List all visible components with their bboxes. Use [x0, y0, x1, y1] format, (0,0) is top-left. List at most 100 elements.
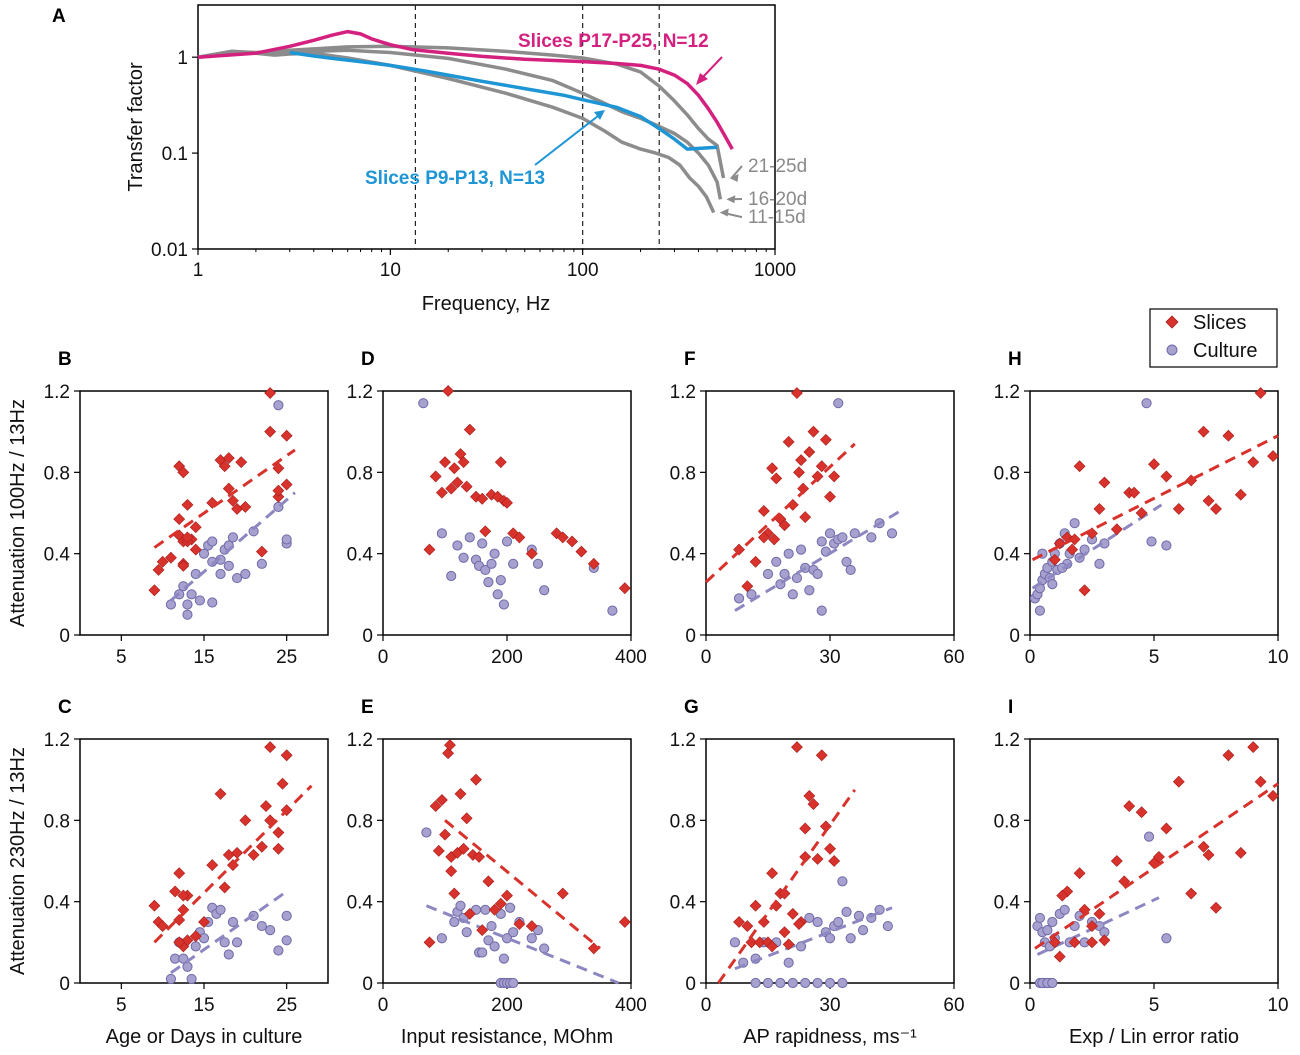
slices-point [824, 842, 836, 855]
culture-trendline [425, 904, 620, 985]
panel-letter: F [684, 349, 696, 370]
slices-point [766, 462, 779, 475]
slices-point [423, 936, 436, 949]
panel-a-age-label: 11-15d [748, 207, 806, 228]
slices-point [222, 848, 235, 861]
xtick-label: 5 [1149, 995, 1160, 1016]
slices-point [1073, 867, 1086, 880]
culture-point [795, 941, 807, 952]
slices-point [745, 936, 758, 949]
ylabel: Attenuation 230Hz / 13Hz [7, 747, 29, 975]
slices-point [741, 580, 754, 593]
culture-point [750, 977, 761, 989]
slices-point [276, 777, 289, 790]
slices-point [1086, 936, 1098, 949]
panel-c: C 0 0.4 0.8 1.2 5 15 25 Age or Days in culture At… [7, 697, 329, 1048]
slices-point [749, 555, 762, 568]
ytick-label: 1.2 [44, 382, 70, 403]
culture-point [508, 977, 519, 989]
culture-point [498, 953, 509, 964]
slices-point [457, 456, 470, 469]
culture-point [812, 916, 823, 928]
slices-point [778, 519, 791, 532]
panel-a-series-line [289, 50, 718, 151]
xtick-label: 5 [1149, 647, 1160, 668]
slices-point [566, 535, 579, 548]
slices-point [173, 513, 186, 526]
xtick-label: 5 [116, 647, 127, 668]
culture-point [501, 536, 513, 547]
slices-point [1197, 425, 1210, 438]
slices-point [435, 486, 448, 499]
slices-point [1048, 553, 1061, 566]
culture-point [452, 540, 463, 551]
slices-point [222, 452, 235, 465]
legend-label-culture: Culture [1193, 340, 1257, 362]
slices-point [152, 564, 165, 576]
culture-point [477, 947, 488, 958]
slices-point [513, 531, 526, 544]
slices-point [173, 914, 186, 926]
culture-point [165, 599, 177, 610]
panel-a-ylabel: Transfer factor [125, 62, 147, 192]
slices-point [770, 472, 783, 485]
slices-point [445, 865, 458, 878]
slices-point [227, 494, 239, 507]
slices-point [460, 812, 473, 825]
slices-point [786, 907, 799, 920]
panel-a-xtick-label: 100 [567, 260, 599, 281]
culture-point [526, 933, 537, 944]
panel-letter: C [58, 697, 72, 718]
annotation-arrowhead-blue [594, 110, 605, 120]
slices-trendline [1031, 434, 1279, 562]
annotation-arrowhead-magenta [696, 73, 708, 85]
slices-point [1098, 934, 1111, 947]
slices-point [255, 840, 268, 853]
slices-point [463, 423, 476, 436]
culture-point [787, 589, 798, 600]
culture-point [194, 595, 205, 606]
ytick-label: 0.8 [347, 463, 373, 484]
slices-point [1093, 503, 1106, 515]
culture-point [486, 920, 497, 932]
scatter-panels: B 0 0.4 0.8 1.2 5 15 25 Attenuation 100Hz / 13Hz… [7, 349, 1289, 1048]
slices-point [1053, 950, 1066, 963]
culture-point [464, 532, 475, 543]
culture-point [508, 927, 519, 938]
culture-point [182, 961, 193, 972]
culture-point [800, 977, 811, 989]
slices-point [1128, 486, 1141, 499]
culture-point [841, 556, 852, 567]
panel-letter: H [1008, 349, 1022, 370]
slices-point [1148, 458, 1160, 471]
slices-point [757, 505, 770, 517]
slices-trendline [153, 784, 313, 944]
ytick-label: 0.4 [44, 545, 71, 566]
ytick-label: 0.4 [994, 893, 1021, 914]
slices-point [177, 466, 190, 479]
culture-point [804, 585, 815, 596]
legend-label-slices: Slices [1193, 312, 1246, 334]
slices-point [1254, 775, 1267, 788]
slices-point [1267, 790, 1279, 802]
culture-point [824, 528, 836, 539]
culture-point [783, 957, 794, 968]
panel-letter: G [684, 697, 699, 718]
panel-f: F 0 0.4 0.8 1.2 0 30 60 [670, 349, 965, 668]
slices-point [432, 844, 445, 857]
culture-point [845, 933, 856, 944]
culture-point [824, 977, 836, 989]
slices-point [799, 822, 812, 835]
slices-point [803, 446, 816, 458]
panel-d: D 0 0.4 0.8 1.2 0 200 400 [347, 349, 647, 668]
culture-point [783, 548, 794, 559]
slices-point [766, 940, 779, 953]
slices-point [255, 545, 268, 558]
culture-point [532, 558, 544, 569]
culture-point [436, 933, 447, 944]
culture-point [607, 605, 618, 616]
xlabel: AP rapidness, ms⁻¹ [743, 1026, 917, 1048]
culture-point [824, 933, 836, 944]
